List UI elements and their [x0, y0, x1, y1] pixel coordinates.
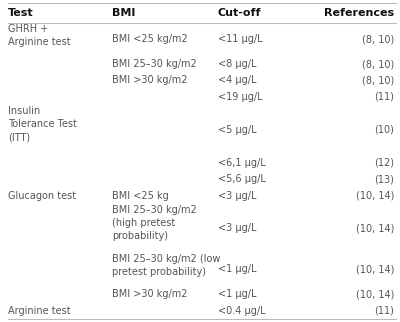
Text: (13): (13) [374, 174, 394, 184]
Text: BMI 25–30 kg/m2 (low
pretest probability): BMI 25–30 kg/m2 (low pretest probability… [112, 254, 220, 277]
Text: <4 μg/L: <4 μg/L [218, 75, 256, 85]
Text: BMI: BMI [112, 8, 135, 18]
Text: Glucagon test: Glucagon test [8, 191, 76, 201]
Text: <19 μg/L: <19 μg/L [218, 92, 262, 102]
Text: (10, 14): (10, 14) [356, 264, 394, 274]
Text: <5,6 μg/L: <5,6 μg/L [218, 174, 266, 184]
Text: (10): (10) [374, 125, 394, 135]
Text: BMI <25 kg/m2: BMI <25 kg/m2 [112, 34, 188, 44]
Text: <1 μg/L: <1 μg/L [218, 289, 256, 299]
Text: (8, 10): (8, 10) [362, 34, 394, 44]
Text: (8, 10): (8, 10) [362, 75, 394, 85]
Text: <1 μg/L: <1 μg/L [218, 264, 256, 274]
Text: Insulin
Tolerance Test
(ITT): Insulin Tolerance Test (ITT) [8, 106, 77, 142]
Text: <8 μg/L: <8 μg/L [218, 59, 256, 69]
Text: (10, 14): (10, 14) [356, 289, 394, 299]
Text: BMI 25–30 kg/m2: BMI 25–30 kg/m2 [112, 59, 196, 69]
Text: (10, 14): (10, 14) [356, 223, 394, 233]
Text: BMI >30 kg/m2: BMI >30 kg/m2 [112, 289, 187, 299]
Text: (11): (11) [374, 306, 394, 316]
Text: Cut-off: Cut-off [218, 8, 261, 18]
Text: (10, 14): (10, 14) [356, 191, 394, 201]
Text: <11 μg/L: <11 μg/L [218, 34, 262, 44]
Text: Arginine test: Arginine test [8, 306, 70, 316]
Text: BMI >30 kg/m2: BMI >30 kg/m2 [112, 75, 187, 85]
Text: BMI <25 kg: BMI <25 kg [112, 191, 168, 201]
Text: <3 μg/L: <3 μg/L [218, 223, 256, 233]
Text: BMI 25–30 kg/m2
(high pretest
probability): BMI 25–30 kg/m2 (high pretest probabilit… [112, 204, 196, 241]
Text: (8, 10): (8, 10) [362, 59, 394, 69]
Text: GHRH +
Arginine test: GHRH + Arginine test [8, 24, 70, 47]
Text: <5 μg/L: <5 μg/L [218, 125, 256, 135]
Text: References: References [324, 8, 394, 18]
Text: (11): (11) [374, 92, 394, 102]
Text: <6,1 μg/L: <6,1 μg/L [218, 158, 265, 168]
Text: (12): (12) [374, 158, 394, 168]
Text: Test: Test [8, 8, 34, 18]
Text: <3 μg/L: <3 μg/L [218, 191, 256, 201]
Text: <0.4 μg/L: <0.4 μg/L [218, 306, 265, 316]
